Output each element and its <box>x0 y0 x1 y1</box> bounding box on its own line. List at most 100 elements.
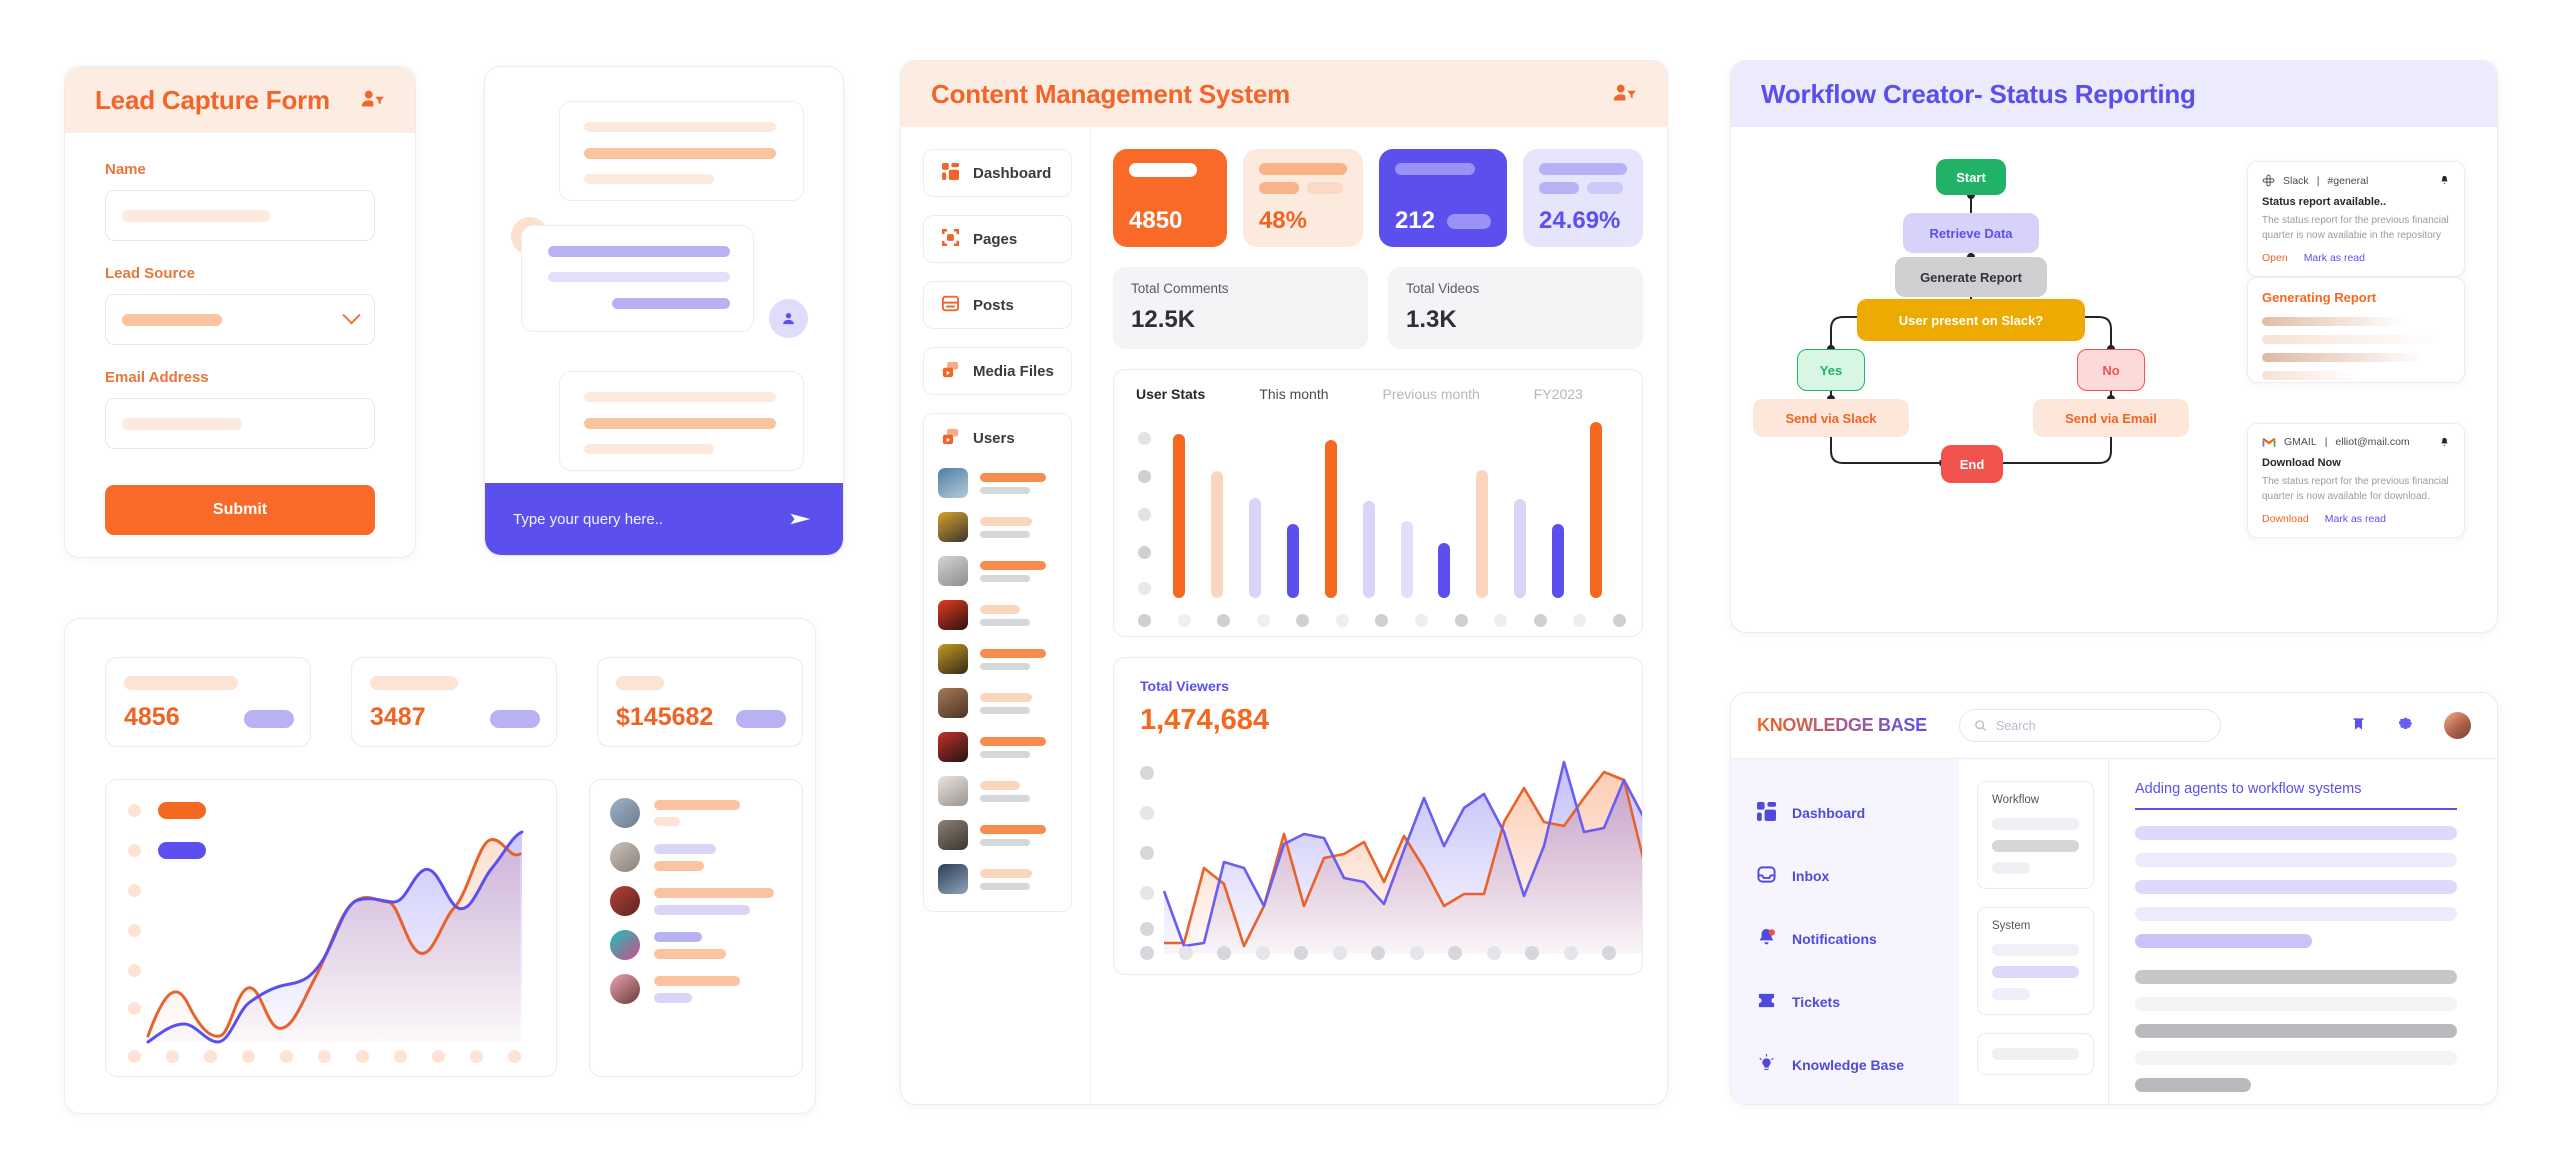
tab-fy2023[interactable]: FY2023 <box>1533 386 1583 402</box>
sidebar-item-media-files[interactable]: Media Files <box>923 347 1072 395</box>
line <box>654 887 774 898</box>
list-item[interactable] <box>924 813 1071 857</box>
kb-list-item-workflow[interactable]: Workflow <box>1977 781 2094 889</box>
node-end[interactable]: End <box>1941 445 2003 483</box>
cms-card: Content Management System Dashboard <box>900 60 1668 1105</box>
list-item[interactable] <box>924 681 1071 725</box>
open-link[interactable]: Open <box>2262 252 2288 264</box>
list-item[interactable] <box>590 886 802 930</box>
x-tick <box>1533 614 1547 627</box>
contacts-list <box>589 779 803 1077</box>
node-generate-report[interactable]: Generate Report <box>1895 257 2047 297</box>
label-placeholder <box>1587 182 1623 194</box>
mark-as-read-link[interactable]: Mark as read <box>2303 252 2365 264</box>
node-no[interactable]: No <box>2077 349 2145 391</box>
send-icon[interactable] <box>787 505 815 533</box>
workflow-diagram: Start Retrieve Data Generate Report User… <box>1731 127 2241 617</box>
list-item[interactable] <box>590 798 802 842</box>
list-item[interactable] <box>924 549 1071 593</box>
stat-card[interactable]: 4856 <box>105 657 311 747</box>
viewers-header: Total Viewers 1,474,684 <box>1114 658 1642 737</box>
node-send-via-slack[interactable]: Send via Slack <box>1753 399 1909 437</box>
node-start[interactable]: Start <box>1936 159 2006 195</box>
stat-card[interactable]: 3487 <box>351 657 557 747</box>
kb-list-item-more[interactable] <box>1977 1033 2094 1075</box>
user-avatar-icon <box>769 299 808 338</box>
node-send-via-email[interactable]: Send via Email <box>2033 399 2189 437</box>
bookmark-icon[interactable] <box>2350 717 2367 734</box>
sidebar-item-posts[interactable]: Posts <box>923 281 1072 329</box>
line <box>980 868 1032 878</box>
x-tick <box>1409 946 1424 960</box>
sidebar-item-dashboard[interactable]: Dashboard <box>1731 781 1959 844</box>
avatar <box>938 820 968 850</box>
node-retrieve-data[interactable]: Retrieve Data <box>1903 213 2039 253</box>
gmail-notification-card[interactable]: GMAIL | elliot@mail.com Download Now The… <box>2247 423 2465 538</box>
list-item[interactable] <box>590 842 802 886</box>
field-email: Email Address <box>105 369 375 449</box>
list-item[interactable] <box>924 857 1071 901</box>
list-item[interactable] <box>590 930 802 974</box>
download-link[interactable]: Download <box>2262 513 2309 525</box>
kb-item-title: System <box>1992 920 2031 932</box>
sidebar-item-customers[interactable]: Customers <box>1731 1096 1959 1104</box>
sidebar-item-notifications[interactable]: Notifications <box>1731 907 1959 970</box>
x-tick <box>1612 614 1626 627</box>
sidebar-item-inbox[interactable]: Inbox <box>1731 844 1959 907</box>
stat-value: 48% <box>1258 207 1307 234</box>
line <box>980 530 1030 538</box>
list-item[interactable] <box>924 461 1071 505</box>
y-tick <box>1138 508 1151 521</box>
generating-report-title: Generating Report <box>2262 290 2377 305</box>
stat-card-percent[interactable]: 48% <box>1242 149 1363 247</box>
add-user-filter-icon[interactable] <box>1611 81 1637 107</box>
list-item[interactable] <box>924 593 1071 637</box>
list-item[interactable] <box>924 725 1071 769</box>
tab-previous-month[interactable]: Previous month <box>1382 386 1480 402</box>
x-tick <box>508 1050 521 1063</box>
line <box>2135 853 2457 867</box>
sidebar-item-pages[interactable]: Pages <box>923 215 1072 263</box>
gear-icon[interactable] <box>2397 717 2414 734</box>
area-chart-svg <box>1162 760 1642 954</box>
line-chart-svg <box>146 830 524 1044</box>
kb-list-item-system[interactable]: System <box>1977 907 2094 1015</box>
stat-card-rate[interactable]: 24.69% <box>1523 149 1643 247</box>
line <box>2262 371 2360 380</box>
add-user-filter-icon[interactable] <box>359 87 385 113</box>
sidebar-item-knowledge-base[interactable]: Knowledge Base <box>1731 1033 1959 1096</box>
line <box>1992 988 2031 1000</box>
field-lead-source: Lead Source <box>105 265 375 345</box>
sidebar-item-tickets[interactable]: Tickets <box>1731 970 1959 1033</box>
kb-search-wrap: Search <box>1959 709 2350 742</box>
tab-this-month[interactable]: This month <box>1259 386 1329 402</box>
list-item[interactable] <box>924 637 1071 681</box>
list-item[interactable] <box>924 769 1071 813</box>
line <box>584 148 776 159</box>
node-yes[interactable]: Yes <box>1797 349 1865 391</box>
x-tick <box>1217 946 1231 960</box>
label-placeholder <box>1447 213 1491 229</box>
avatar <box>938 776 968 806</box>
mark-as-read-link[interactable]: Mark as read <box>2324 513 2386 525</box>
stat-card[interactable]: $145682 <box>597 657 803 747</box>
search-input[interactable]: Search <box>1959 709 2221 742</box>
slack-notification-card[interactable]: Slack | #general Status report available… <box>2247 161 2465 277</box>
submit-button[interactable]: Submit <box>105 485 375 535</box>
sidebar-item-dashboard[interactable]: Dashboard <box>923 149 1072 197</box>
notification-channel: elliot@mail.com <box>2335 436 2410 448</box>
line <box>2135 826 2457 840</box>
name-input[interactable] <box>105 190 375 241</box>
stat-card-total[interactable]: 4850 <box>1113 149 1227 247</box>
list-item[interactable] <box>590 974 802 1004</box>
list-item[interactable] <box>924 505 1071 549</box>
stat-card-count[interactable]: 212 <box>1378 149 1507 247</box>
email-field[interactable] <box>105 398 375 449</box>
node-decision-slack[interactable]: User present on Slack? <box>1857 299 2085 341</box>
avatar[interactable] <box>2444 712 2471 739</box>
chat-input-bar[interactable]: Type your query here.. <box>485 483 843 555</box>
lead-source-select[interactable] <box>105 294 375 345</box>
lead-form-body: Name Lead Source Email Address <box>65 133 415 535</box>
line <box>2135 970 2457 984</box>
bar <box>1514 499 1527 598</box>
